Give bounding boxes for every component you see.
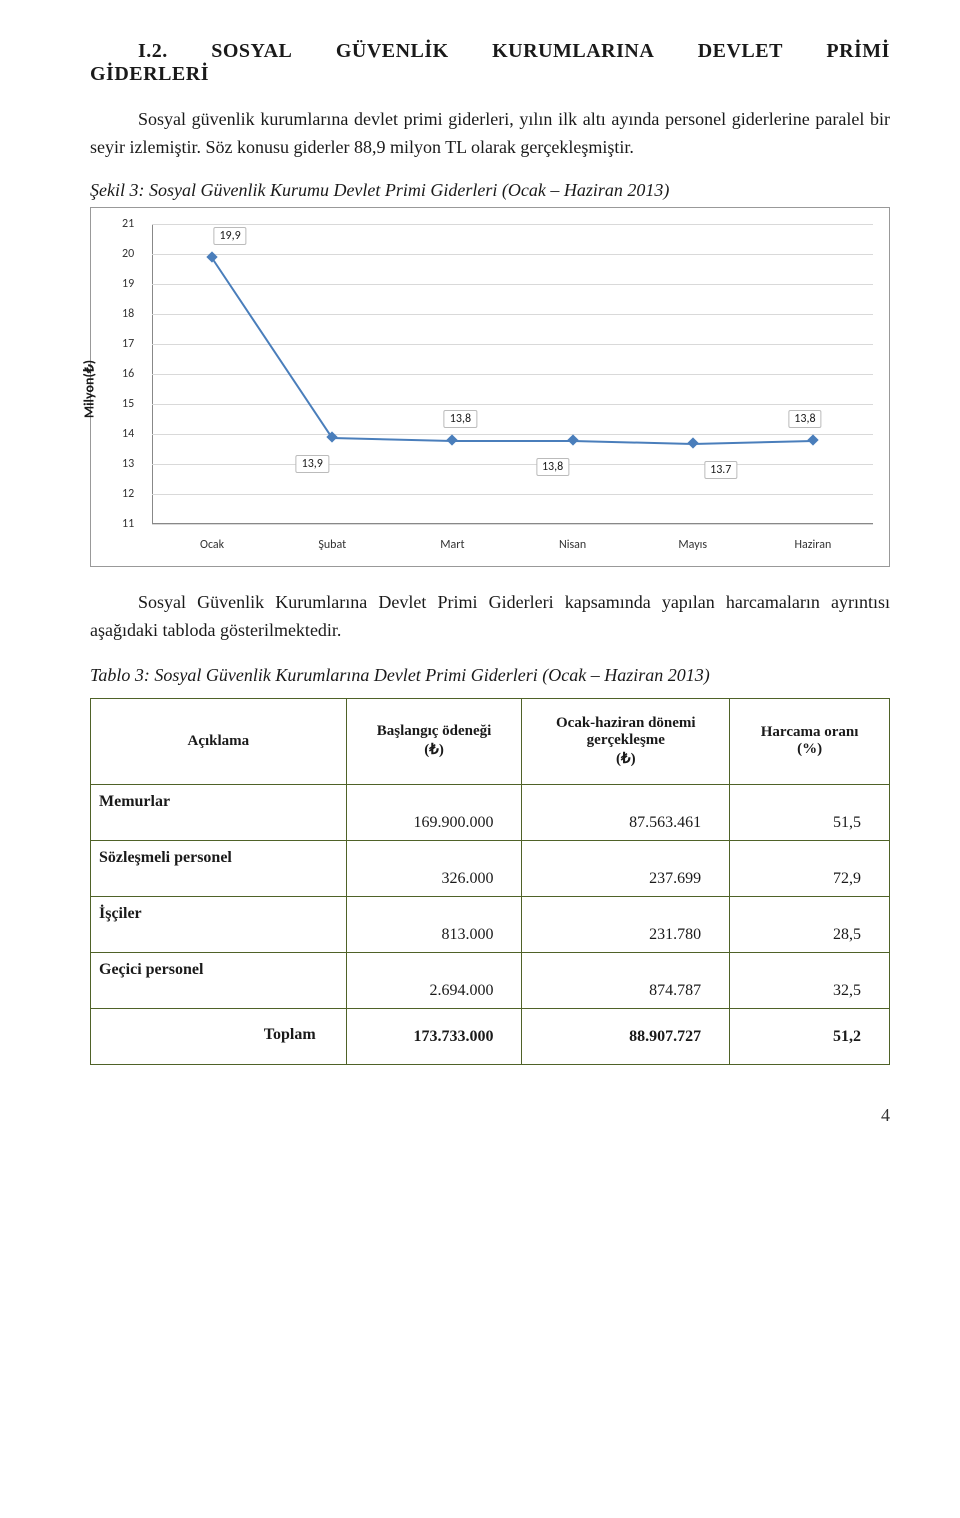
line-segment [573, 440, 693, 445]
cell-actual: 231.780 [522, 896, 730, 952]
y-tick-label: 14 [122, 427, 134, 441]
heading-word: SOSYAL [211, 40, 292, 63]
heading-word: KURUMLARINA [492, 40, 654, 63]
cell-start: 169.900.000 [346, 784, 522, 840]
table-row: İşçiler813.000231.78028,5 [91, 896, 890, 952]
cell-ratio: 51,5 [730, 784, 890, 840]
total-label: Toplam [91, 1008, 347, 1064]
heading-word: GÜVENLİK [336, 40, 449, 63]
gridline [152, 344, 873, 345]
heading-word: DEVLET [698, 40, 783, 63]
gridline [152, 404, 873, 405]
data-marker [447, 434, 458, 445]
y-tick-label: 13 [122, 457, 134, 471]
data-point-label: 13.7 [704, 461, 737, 479]
col-header-label: Açıklama [91, 698, 347, 784]
y-tick-label: 17 [122, 337, 134, 351]
col-header-actual: Ocak-haziran dönemi gerçekleşme (₺) [522, 698, 730, 784]
data-marker [807, 434, 818, 445]
y-axis-label: Milyon(₺) [81, 360, 98, 418]
x-tick-label: Şubat [318, 538, 346, 552]
data-point-label: 19,9 [213, 227, 246, 245]
row-label: Geçici personel [91, 952, 347, 1008]
data-marker [687, 437, 698, 448]
y-tick-label: 18 [122, 307, 134, 321]
gridline [152, 464, 873, 465]
line-segment [693, 440, 813, 445]
table-total-row: Toplam173.733.00088.907.72751,2 [91, 1008, 890, 1064]
cell-ratio: 28,5 [730, 896, 890, 952]
section-heading: I.2. SOSYAL GÜVENLİK KURUMLARINA DEVLET … [90, 40, 890, 86]
table-caption: Tablo 3: Sosyal Güvenlik Kurumlarına Dev… [90, 663, 890, 688]
line-segment [452, 440, 572, 442]
intro-paragraph: Sosyal güvenlik kurumlarına devlet primi… [90, 106, 890, 162]
heading-word: PRİMİ [826, 40, 890, 63]
gridline [152, 284, 873, 285]
total-actual: 88.907.727 [522, 1008, 730, 1064]
x-tick-label: Haziran [795, 538, 832, 552]
x-tick-label: Mart [440, 538, 464, 552]
cell-ratio: 72,9 [730, 840, 890, 896]
cell-actual: 874.787 [522, 952, 730, 1008]
data-marker [567, 434, 578, 445]
col-header-start: Başlangıç ödeneği (₺) [346, 698, 522, 784]
y-tick-label: 12 [122, 487, 134, 501]
chart-container: Milyon(₺) 1112131415161718192021OcakŞuba… [90, 207, 890, 567]
table-row: Memurlar169.900.00087.563.46151,5 [91, 784, 890, 840]
x-tick-label: Ocak [200, 538, 224, 552]
row-label: İşçiler [91, 896, 347, 952]
body-paragraph: Sosyal Güvenlik Kurumlarına Devlet Primi… [90, 589, 890, 645]
row-label: Sözleşmeli personel [91, 840, 347, 896]
heading-word: I.2. [90, 40, 168, 63]
table-row: Geçici personel2.694.000874.78732,5 [91, 952, 890, 1008]
chart-plot-area: 1112131415161718192021OcakŞubatMartNisan… [152, 224, 873, 524]
y-tick-label: 11 [122, 517, 134, 531]
table-row: Sözleşmeli personel326.000237.69972,9 [91, 840, 890, 896]
gridline [152, 494, 873, 495]
cell-actual: 87.563.461 [522, 784, 730, 840]
cell-start: 813.000 [346, 896, 522, 952]
heading-line2: GİDERLERİ [90, 63, 890, 86]
line-segment [332, 437, 452, 442]
data-point-label: 13,9 [296, 455, 329, 473]
page-number: 4 [90, 1105, 890, 1126]
total-start: 173.733.000 [346, 1008, 522, 1064]
gridline [152, 224, 873, 225]
col-header-ratio: Harcama oranı (%) [730, 698, 890, 784]
y-tick-label: 20 [122, 247, 134, 261]
y-tick-label: 16 [122, 367, 134, 381]
row-label: Memurlar [91, 784, 347, 840]
gridline [152, 434, 873, 435]
x-tick-label: Nisan [559, 538, 586, 552]
cell-actual: 237.699 [522, 840, 730, 896]
y-tick-label: 21 [122, 217, 134, 231]
data-point-label: 13,8 [788, 410, 821, 428]
data-point-label: 13,8 [444, 410, 477, 428]
data-point-label: 13,8 [536, 458, 569, 476]
cell-start: 2.694.000 [346, 952, 522, 1008]
gridline [152, 524, 873, 525]
cell-ratio: 32,5 [730, 952, 890, 1008]
gridline [152, 314, 873, 315]
y-tick-label: 15 [122, 397, 134, 411]
gridline [152, 374, 873, 375]
figure-caption: Şekil 3: Sosyal Güvenlik Kurumu Devlet P… [90, 180, 890, 201]
total-ratio: 51,2 [730, 1008, 890, 1064]
cell-start: 326.000 [346, 840, 522, 896]
gridline [152, 254, 873, 255]
data-table: Açıklama Başlangıç ödeneği (₺) Ocak-hazi… [90, 698, 890, 1065]
y-tick-label: 19 [122, 277, 134, 291]
x-tick-label: Mayıs [678, 538, 707, 552]
